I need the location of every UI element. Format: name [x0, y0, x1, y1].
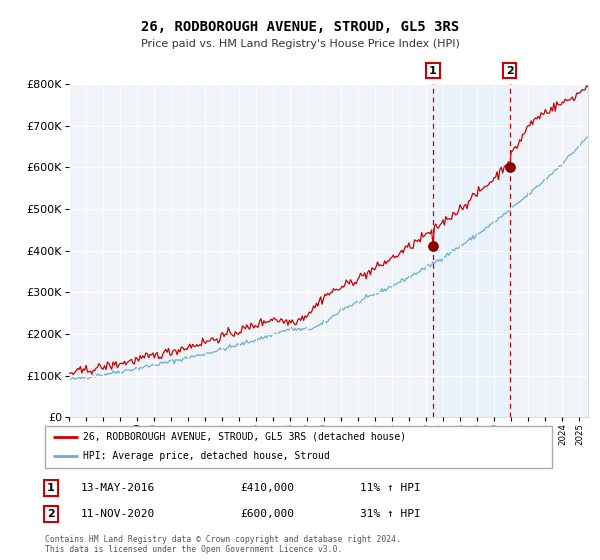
Point: [428, 242, 438, 251]
Text: This data is licensed under the Open Government Licence v3.0.: This data is licensed under the Open Gov…: [45, 545, 343, 554]
Bar: [433, 84, 509, 417]
Text: Price paid vs. HM Land Registry's House Price Index (HPI): Price paid vs. HM Land Registry's House …: [140, 39, 460, 49]
Text: HPI: Average price, detached house, Stroud: HPI: Average price, detached house, Stro…: [83, 451, 330, 461]
Text: 2: 2: [506, 66, 514, 76]
Text: 13-MAY-2016: 13-MAY-2016: [81, 483, 155, 493]
Point: [505, 163, 515, 172]
Text: £600,000: £600,000: [240, 509, 294, 519]
Text: £410,000: £410,000: [240, 483, 294, 493]
Text: Contains HM Land Registry data © Crown copyright and database right 2024.: Contains HM Land Registry data © Crown c…: [45, 535, 401, 544]
Text: 31% ↑ HPI: 31% ↑ HPI: [360, 509, 421, 519]
Text: 11-NOV-2020: 11-NOV-2020: [81, 509, 155, 519]
Text: 2: 2: [47, 509, 55, 519]
Text: 11% ↑ HPI: 11% ↑ HPI: [360, 483, 421, 493]
Text: 1: 1: [429, 66, 437, 76]
Text: 26, RODBOROUGH AVENUE, STROUD, GL5 3RS (detached house): 26, RODBOROUGH AVENUE, STROUD, GL5 3RS (…: [83, 432, 406, 442]
Text: 26, RODBOROUGH AVENUE, STROUD, GL5 3RS: 26, RODBOROUGH AVENUE, STROUD, GL5 3RS: [141, 20, 459, 34]
Text: 1: 1: [47, 483, 55, 493]
FancyBboxPatch shape: [45, 426, 552, 468]
